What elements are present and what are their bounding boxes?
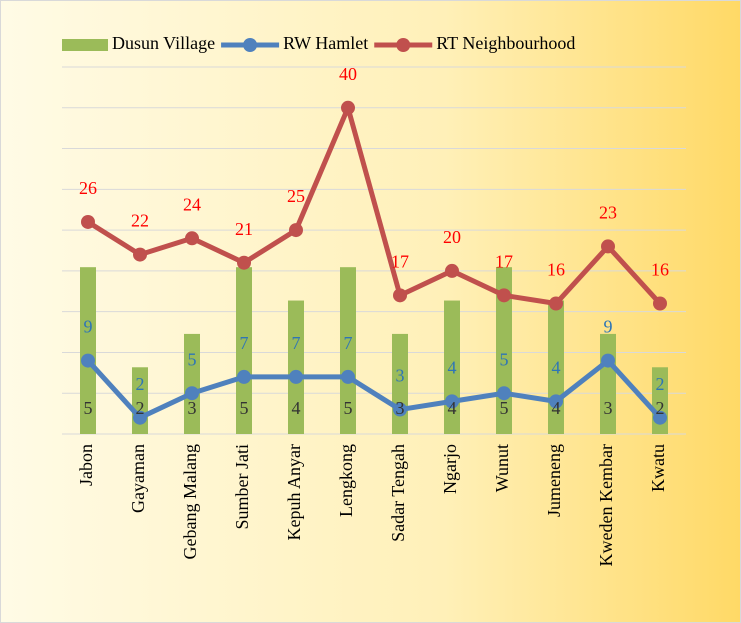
data-label: 2 xyxy=(656,374,665,394)
legend-marker xyxy=(396,38,411,52)
marker xyxy=(185,386,199,401)
x-tick-label: Kweden Kembar xyxy=(596,444,616,566)
data-label: 9 xyxy=(604,317,613,337)
data-label: 7 xyxy=(344,333,353,353)
marker xyxy=(497,386,511,401)
x-tick-label: Sadar Tengah xyxy=(388,444,408,542)
marker xyxy=(445,263,459,278)
legend-swatch xyxy=(62,39,108,51)
marker xyxy=(601,239,615,254)
marker xyxy=(81,353,95,368)
line xyxy=(86,358,662,421)
data-label: 9 xyxy=(84,317,93,337)
bar xyxy=(288,300,304,434)
data-label: 40 xyxy=(339,64,357,84)
data-label: 5 xyxy=(84,398,93,418)
data-label: 5 xyxy=(188,349,197,369)
bar xyxy=(236,267,252,434)
marker xyxy=(133,247,147,262)
data-label: 5 xyxy=(500,398,509,418)
bar xyxy=(600,333,616,434)
marker xyxy=(185,231,199,246)
data-label: 17 xyxy=(495,251,513,271)
marker xyxy=(289,223,303,238)
data-label: 2 xyxy=(136,398,145,418)
x-tick-label: Jumeneng xyxy=(544,444,564,517)
legend-label: Dusun Village xyxy=(112,33,215,53)
data-label: 24 xyxy=(183,194,201,214)
marker xyxy=(237,369,251,384)
bar xyxy=(80,267,96,434)
x-tick-label: Gebang Malang xyxy=(180,444,200,559)
bar xyxy=(340,267,356,434)
data-label: 4 xyxy=(448,358,457,378)
marker xyxy=(341,369,355,384)
legend-marker xyxy=(243,38,258,52)
legend-label: RW Hamlet xyxy=(283,33,368,53)
data-label: 21 xyxy=(235,219,253,239)
data-label: 7 xyxy=(240,333,249,353)
marker xyxy=(289,369,303,384)
x-tick-label: Kepuh Anyar xyxy=(284,444,304,540)
data-label: 25 xyxy=(287,186,305,206)
data-label: 2 xyxy=(656,398,665,418)
marker xyxy=(237,255,251,270)
data-label: 7 xyxy=(292,333,301,353)
data-label: 4 xyxy=(448,398,457,418)
marker xyxy=(653,296,667,311)
data-label: 5 xyxy=(344,398,353,418)
data-label: 16 xyxy=(651,260,669,280)
marker xyxy=(549,394,563,409)
data-label: 20 xyxy=(443,227,461,247)
x-tick-label: Lengkong xyxy=(336,444,356,517)
marker xyxy=(601,353,615,368)
data-label: 3 xyxy=(396,398,405,418)
data-label: 2 xyxy=(136,374,145,394)
marker xyxy=(393,288,407,303)
data-label: 3 xyxy=(188,398,197,418)
marker xyxy=(393,402,407,417)
data-label: 22 xyxy=(131,211,149,231)
x-tick-label: Kwatu xyxy=(648,444,668,492)
data-label: 4 xyxy=(552,358,561,378)
marker xyxy=(549,296,563,311)
data-label: 4 xyxy=(552,398,561,418)
x-tick-label: Jabon xyxy=(76,444,96,486)
data-label: 3 xyxy=(604,398,613,418)
bar xyxy=(184,333,200,434)
x-tick-label: Ngarjo xyxy=(440,444,460,494)
marker xyxy=(497,288,511,303)
x-tick-label: Gayaman xyxy=(128,444,148,513)
data-label: 3 xyxy=(396,366,405,386)
data-label: 4 xyxy=(292,398,301,418)
marker xyxy=(81,214,95,229)
line xyxy=(86,105,662,307)
x-tick-label: Sumber Jati xyxy=(232,444,252,530)
data-label: 17 xyxy=(391,251,409,271)
data-label: 26 xyxy=(79,178,97,198)
marker xyxy=(341,100,355,115)
data-label: 5 xyxy=(240,398,249,418)
marker xyxy=(133,410,147,425)
data-label: 23 xyxy=(599,203,617,223)
marker xyxy=(445,394,459,409)
marker xyxy=(653,410,667,425)
legend-label: RT Neighbourhood xyxy=(436,33,575,53)
data-label: 16 xyxy=(547,260,565,280)
x-tick-label: Wunut xyxy=(492,444,512,492)
data-label: 5 xyxy=(500,349,509,369)
